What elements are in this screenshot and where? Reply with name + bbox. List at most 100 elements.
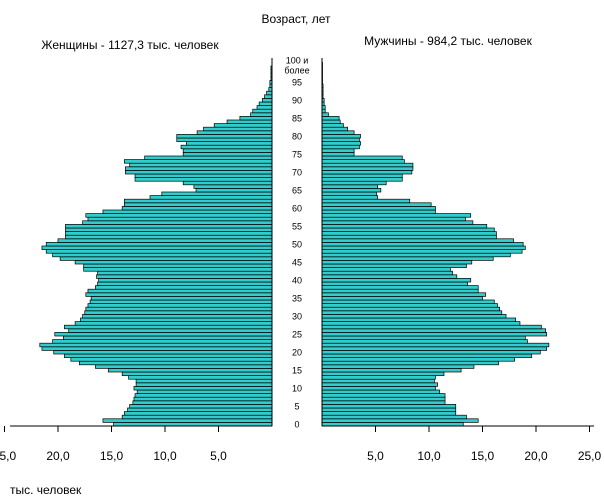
female-bar-age-11 xyxy=(135,382,273,387)
female-bar-age-3 xyxy=(123,411,273,416)
female-bar-age-21 xyxy=(41,346,273,351)
female-bar-age-69 xyxy=(134,173,273,178)
male-bar-age-31 xyxy=(321,310,503,315)
male-bar-age-27 xyxy=(321,324,542,330)
female-bar-age-7 xyxy=(133,396,273,402)
female-bar-age-1 xyxy=(102,418,273,423)
male-bar-age-57 xyxy=(321,216,466,222)
female-bar-age-52 xyxy=(65,234,273,240)
male-bar-age-58 xyxy=(321,213,472,218)
male-bar-age-53 xyxy=(321,231,497,236)
male-bar-age-63 xyxy=(321,195,378,200)
age-tick-label: более xyxy=(284,66,309,76)
male-bar-age-83 xyxy=(321,123,344,128)
female-bar-age-59 xyxy=(102,209,273,214)
x-tick-label: 15,0 xyxy=(100,449,124,463)
female-bar-age-60 xyxy=(121,206,273,211)
female-bar-age-80 xyxy=(176,134,273,139)
male-bar-age-39 xyxy=(321,281,468,286)
male-bar-age-28 xyxy=(321,321,521,326)
female-bar-age-2 xyxy=(121,414,273,420)
female-bar-age-32 xyxy=(85,306,273,312)
male-bar-age-6 xyxy=(321,400,446,405)
female-bar-age-61 xyxy=(123,202,273,207)
female-bar-age-62 xyxy=(123,198,273,204)
age-tick-label: 20 xyxy=(292,348,302,358)
age-tick-label: 25 xyxy=(292,330,302,340)
female-bar-age-53 xyxy=(65,231,273,236)
male-bar-age-0 xyxy=(321,422,464,427)
male-bar-age-40 xyxy=(321,278,472,283)
female-bar-age-51 xyxy=(57,238,273,243)
male-bar-age-76 xyxy=(321,148,355,153)
female-bar-age-58 xyxy=(85,213,273,218)
age-tick-label: 30 xyxy=(292,312,302,322)
male-bar-age-79 xyxy=(321,137,360,142)
male-bar-age-70 xyxy=(321,170,413,175)
chart-title: Возраст, лет xyxy=(262,12,332,26)
male-bar-age-21 xyxy=(321,346,548,351)
male-bar-age-10 xyxy=(321,386,436,391)
female-bar-age-50 xyxy=(45,242,273,247)
male-bar-age-62 xyxy=(321,198,411,204)
female-bar-age-70 xyxy=(125,170,273,175)
male-bar-age-8 xyxy=(321,393,446,398)
male-bar-age-12 xyxy=(321,378,435,384)
male-bar-age-43 xyxy=(321,267,451,272)
male-bar-age-33 xyxy=(321,303,498,308)
female-bar-age-0 xyxy=(113,422,273,427)
male-bar-age-19 xyxy=(321,353,533,358)
male-bar-age-81 xyxy=(321,130,355,135)
female-bar-age-45 xyxy=(74,260,273,265)
male-bar-age-2 xyxy=(321,414,467,420)
male-bar-age-84 xyxy=(321,119,341,124)
age-tick-label: 50 xyxy=(292,240,302,250)
female-bar-age-64 xyxy=(161,191,273,196)
female-bar-age-86 xyxy=(250,112,273,117)
male-bar-age-26 xyxy=(321,328,546,333)
female-bar-age-89 xyxy=(258,101,273,106)
male-bar-age-82 xyxy=(321,126,349,132)
male-bar-age-42 xyxy=(321,270,453,276)
age-tick-label: 10 xyxy=(292,384,302,394)
female-bar-age-76 xyxy=(182,148,273,153)
male-bar-age-75 xyxy=(321,152,355,157)
female-bar-age-49 xyxy=(41,245,273,250)
male-bar-age-18 xyxy=(321,357,515,362)
male-bar-age-29 xyxy=(321,317,517,322)
age-tick-label: 65 xyxy=(292,186,302,196)
age-tick-label: 85 xyxy=(292,114,302,124)
female-bar-age-90 xyxy=(262,98,273,103)
male-bar-age-5 xyxy=(321,404,457,409)
female-bar-age-48 xyxy=(45,249,273,254)
male-bar-age-85 xyxy=(321,116,340,121)
male-bar-age-7 xyxy=(321,396,446,402)
age-tick-label: 60 xyxy=(292,204,302,214)
female-bar-age-92 xyxy=(266,90,273,96)
female-bar-age-20 xyxy=(53,350,273,355)
female-bar-age-38 xyxy=(95,285,273,290)
female-bar-age-5 xyxy=(129,404,273,409)
female-bar-age-35 xyxy=(90,296,273,301)
female-bar-age-72 xyxy=(129,162,273,168)
male-bar-age-20 xyxy=(321,350,541,355)
female-bar-age-41 xyxy=(96,274,273,279)
male-series-label: Мужчины - 984,2 тыс. человек xyxy=(364,34,532,48)
female-bar-age-66 xyxy=(193,184,273,189)
female-bar-age-67 xyxy=(182,180,273,186)
male-bar-age-67 xyxy=(321,180,387,186)
age-tick-label: 90 xyxy=(292,96,302,106)
age-tick-label: 35 xyxy=(292,294,302,304)
male-bar-age-55 xyxy=(321,224,488,229)
female-bar-age-26 xyxy=(68,328,273,333)
x-tick-label: 10,0 xyxy=(417,449,441,463)
male-bar-age-72 xyxy=(321,162,414,168)
male-bar-age-50 xyxy=(321,242,524,247)
male-bar-age-22 xyxy=(321,342,550,348)
male-bar-age-17 xyxy=(321,360,499,366)
female-bar-age-71 xyxy=(125,166,273,171)
male-bar-age-48 xyxy=(321,249,523,254)
male-bar-age-46 xyxy=(321,256,494,261)
female-bar-age-16 xyxy=(95,364,273,369)
